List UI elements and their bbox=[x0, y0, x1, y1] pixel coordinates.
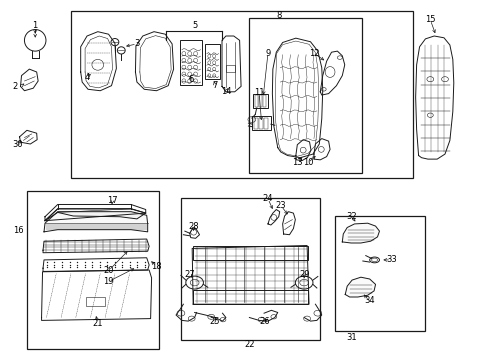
Text: 26: 26 bbox=[259, 317, 270, 325]
Bar bbox=[181, 198, 320, 340]
Bar bbox=[334, 216, 425, 331]
Text: 6: 6 bbox=[188, 75, 193, 84]
Text: 29: 29 bbox=[298, 270, 309, 279]
Text: 2: 2 bbox=[12, 82, 17, 91]
Polygon shape bbox=[342, 223, 379, 243]
Text: 13: 13 bbox=[291, 158, 302, 167]
Bar bbox=[27, 191, 159, 349]
Text: 11: 11 bbox=[253, 89, 264, 98]
Text: 28: 28 bbox=[188, 222, 199, 231]
Polygon shape bbox=[44, 212, 147, 232]
Text: 32: 32 bbox=[346, 212, 357, 221]
Bar bbox=[264, 118, 267, 129]
Text: 20: 20 bbox=[103, 266, 114, 275]
Text: 12: 12 bbox=[308, 49, 319, 58]
Bar bbox=[253, 94, 267, 108]
Text: 1: 1 bbox=[33, 21, 38, 30]
Bar bbox=[85, 297, 105, 306]
Polygon shape bbox=[45, 209, 145, 221]
Bar bbox=[258, 95, 261, 107]
Bar bbox=[193, 290, 307, 304]
Text: 33: 33 bbox=[385, 256, 396, 264]
Text: 5: 5 bbox=[192, 22, 197, 31]
Text: 3: 3 bbox=[134, 40, 139, 49]
Text: 34: 34 bbox=[363, 296, 374, 305]
Text: 4: 4 bbox=[84, 73, 89, 82]
Bar bbox=[180, 40, 202, 85]
Text: 15: 15 bbox=[424, 15, 435, 24]
Text: 19: 19 bbox=[103, 277, 114, 286]
Text: 31: 31 bbox=[346, 333, 357, 342]
Bar bbox=[254, 95, 257, 107]
Bar bbox=[252, 116, 270, 130]
Bar bbox=[71, 11, 412, 178]
Polygon shape bbox=[345, 277, 375, 297]
Bar bbox=[254, 118, 258, 129]
Text: 27: 27 bbox=[184, 270, 195, 279]
Bar bbox=[249, 18, 361, 173]
Text: 18: 18 bbox=[151, 262, 162, 271]
Bar bbox=[259, 118, 263, 129]
Bar bbox=[205, 44, 220, 79]
Text: 23: 23 bbox=[275, 202, 286, 210]
Text: 30: 30 bbox=[12, 140, 22, 149]
Text: 22: 22 bbox=[244, 341, 254, 349]
Text: 16: 16 bbox=[13, 226, 24, 235]
Bar bbox=[226, 65, 235, 72]
Text: 17: 17 bbox=[107, 197, 118, 205]
Text: 8: 8 bbox=[276, 11, 281, 20]
Text: 24: 24 bbox=[262, 194, 273, 203]
Text: 10: 10 bbox=[302, 158, 313, 167]
Bar bbox=[193, 246, 307, 260]
Text: 25: 25 bbox=[208, 317, 219, 325]
Bar bbox=[262, 95, 265, 107]
Text: 21: 21 bbox=[92, 319, 103, 328]
Text: 7: 7 bbox=[212, 81, 217, 90]
Text: 14: 14 bbox=[220, 87, 231, 96]
Text: 9: 9 bbox=[265, 49, 270, 58]
